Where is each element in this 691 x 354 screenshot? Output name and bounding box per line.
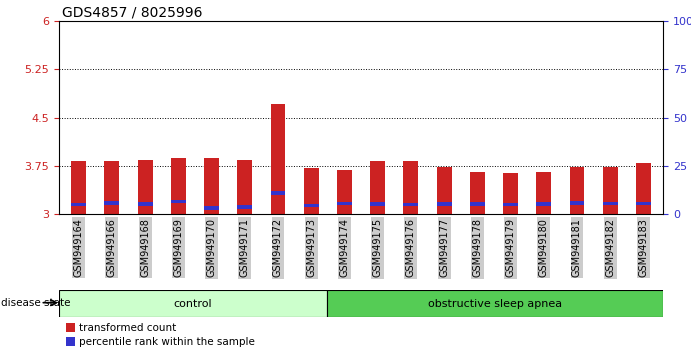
Text: GSM949169: GSM949169: [173, 218, 183, 277]
Text: GSM949176: GSM949176: [406, 218, 416, 277]
Bar: [437, 202, 452, 206]
Bar: [270, 104, 285, 214]
Text: GSM949168: GSM949168: [140, 218, 150, 277]
Text: GSM949175: GSM949175: [372, 218, 383, 277]
Bar: [204, 206, 219, 210]
Bar: [603, 202, 618, 205]
Text: GSM949172: GSM949172: [273, 218, 283, 277]
Text: GSM949174: GSM949174: [339, 218, 350, 277]
Text: GDS4857 / 8025996: GDS4857 / 8025996: [62, 5, 202, 19]
Text: GSM949171: GSM949171: [240, 218, 249, 277]
Text: obstructive sleep apnea: obstructive sleep apnea: [428, 298, 562, 309]
Text: GSM949180: GSM949180: [539, 218, 549, 277]
Text: transformed count: transformed count: [79, 323, 177, 333]
Bar: [204, 158, 219, 214]
Bar: [536, 172, 551, 214]
Text: control: control: [173, 298, 212, 309]
Bar: [470, 202, 485, 206]
Bar: [569, 167, 585, 214]
Bar: [237, 205, 252, 209]
Bar: [237, 160, 252, 214]
Bar: [71, 203, 86, 206]
Bar: [470, 172, 485, 214]
Bar: [104, 201, 120, 205]
Bar: [71, 161, 86, 214]
Bar: [337, 202, 352, 205]
Bar: [404, 203, 418, 206]
Bar: [603, 167, 618, 214]
Bar: [304, 168, 319, 214]
Bar: [304, 204, 319, 207]
Text: GSM949179: GSM949179: [506, 218, 515, 277]
Text: GSM949166: GSM949166: [107, 218, 117, 277]
Bar: [503, 203, 518, 206]
Bar: [337, 170, 352, 214]
Text: disease state: disease state: [1, 298, 70, 308]
Bar: [270, 192, 285, 195]
Bar: [503, 173, 518, 214]
Bar: [370, 161, 385, 214]
Text: GSM949178: GSM949178: [473, 218, 482, 277]
Bar: [171, 158, 186, 214]
Bar: [138, 160, 153, 214]
FancyBboxPatch shape: [59, 290, 328, 317]
Text: GSM949170: GSM949170: [207, 218, 216, 277]
Bar: [636, 202, 651, 205]
Text: GSM949173: GSM949173: [306, 218, 316, 277]
FancyBboxPatch shape: [328, 290, 663, 317]
Bar: [404, 161, 418, 214]
Text: GSM949181: GSM949181: [572, 218, 582, 277]
Text: GSM949177: GSM949177: [439, 218, 449, 277]
Bar: [171, 200, 186, 203]
Bar: [536, 202, 551, 206]
Text: GSM949164: GSM949164: [74, 218, 84, 277]
Bar: [569, 201, 585, 205]
Bar: [437, 167, 452, 214]
Text: GSM949182: GSM949182: [605, 218, 615, 277]
Bar: [104, 161, 120, 214]
Text: percentile rank within the sample: percentile rank within the sample: [79, 337, 256, 347]
Bar: [138, 202, 153, 206]
Text: GSM949183: GSM949183: [638, 218, 648, 277]
Bar: [636, 163, 651, 214]
Bar: [370, 202, 385, 206]
